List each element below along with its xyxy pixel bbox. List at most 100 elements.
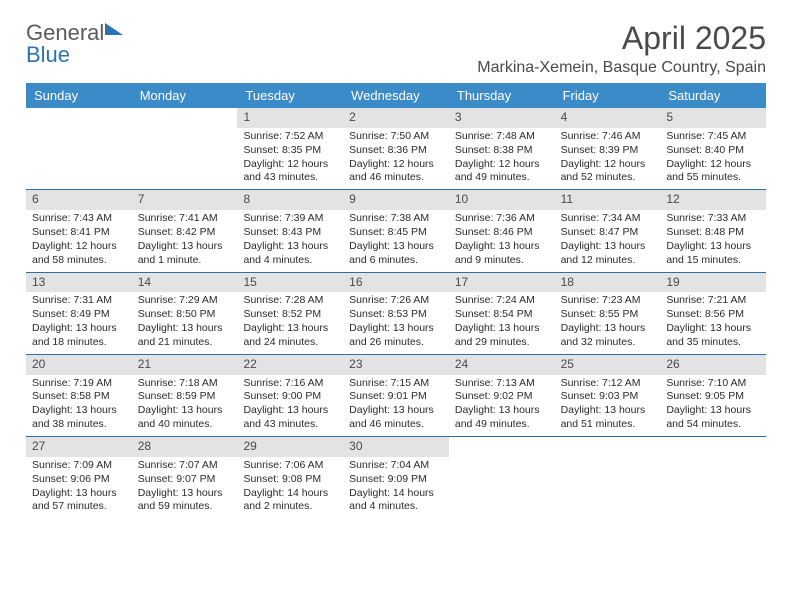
day-dl1: Daylight: 12 hours bbox=[32, 240, 126, 254]
calendar-day: 21Sunrise: 7:18 AMSunset: 8:59 PMDayligh… bbox=[132, 355, 238, 436]
day-dl2: and 49 minutes. bbox=[455, 418, 549, 432]
day-details: Sunrise: 7:34 AMSunset: 8:47 PMDaylight:… bbox=[555, 212, 661, 271]
day-dl2: and 55 minutes. bbox=[666, 171, 760, 185]
day-number: 2 bbox=[343, 108, 449, 128]
day-rise: Sunrise: 7:46 AM bbox=[561, 130, 655, 144]
day-dl1: Daylight: 13 hours bbox=[138, 322, 232, 336]
day-set: Sunset: 8:53 PM bbox=[349, 308, 443, 322]
day-set: Sunset: 9:06 PM bbox=[32, 473, 126, 487]
day-dl2: and 6 minutes. bbox=[349, 254, 443, 268]
day-dl2: and 24 minutes. bbox=[243, 336, 337, 350]
day-details: Sunrise: 7:41 AMSunset: 8:42 PMDaylight:… bbox=[132, 212, 238, 271]
day-details: Sunrise: 7:23 AMSunset: 8:55 PMDaylight:… bbox=[555, 294, 661, 353]
day-details: Sunrise: 7:15 AMSunset: 9:01 PMDaylight:… bbox=[343, 377, 449, 436]
day-set: Sunset: 9:05 PM bbox=[666, 390, 760, 404]
day-set: Sunset: 8:48 PM bbox=[666, 226, 760, 240]
day-dl1: Daylight: 13 hours bbox=[561, 404, 655, 418]
calendar-day bbox=[132, 108, 238, 189]
day-dl1: Daylight: 13 hours bbox=[666, 404, 760, 418]
day-set: Sunset: 8:52 PM bbox=[243, 308, 337, 322]
day-rise: Sunrise: 7:04 AM bbox=[349, 459, 443, 473]
day-dl2: and 35 minutes. bbox=[666, 336, 760, 350]
calendar-week: 1Sunrise: 7:52 AMSunset: 8:35 PMDaylight… bbox=[26, 108, 766, 189]
day-rise: Sunrise: 7:39 AM bbox=[243, 212, 337, 226]
day-rise: Sunrise: 7:19 AM bbox=[32, 377, 126, 391]
day-set: Sunset: 9:07 PM bbox=[138, 473, 232, 487]
calendar-day: 9Sunrise: 7:38 AMSunset: 8:45 PMDaylight… bbox=[343, 190, 449, 271]
day-dl1: Daylight: 13 hours bbox=[138, 487, 232, 501]
day-dl1: Daylight: 13 hours bbox=[455, 240, 549, 254]
day-number: 8 bbox=[237, 190, 343, 210]
day-dl1: Daylight: 13 hours bbox=[32, 404, 126, 418]
calendar-week: 13Sunrise: 7:31 AMSunset: 8:49 PMDayligh… bbox=[26, 272, 766, 354]
day-details: Sunrise: 7:46 AMSunset: 8:39 PMDaylight:… bbox=[555, 130, 661, 189]
day-details: Sunrise: 7:31 AMSunset: 8:49 PMDaylight:… bbox=[26, 294, 132, 353]
calendar-day: 20Sunrise: 7:19 AMSunset: 8:58 PMDayligh… bbox=[26, 355, 132, 436]
day-dl1: Daylight: 13 hours bbox=[243, 322, 337, 336]
day-dl2: and 58 minutes. bbox=[32, 254, 126, 268]
weekday-header: Sunday bbox=[26, 83, 132, 108]
day-dl1: Daylight: 13 hours bbox=[666, 322, 760, 336]
day-number: 15 bbox=[237, 273, 343, 293]
weekday-header: Tuesday bbox=[237, 83, 343, 108]
day-details: Sunrise: 7:04 AMSunset: 9:09 PMDaylight:… bbox=[343, 459, 449, 518]
day-dl1: Daylight: 12 hours bbox=[561, 158, 655, 172]
day-number: 21 bbox=[132, 355, 238, 375]
day-rise: Sunrise: 7:52 AM bbox=[243, 130, 337, 144]
day-dl2: and 54 minutes. bbox=[666, 418, 760, 432]
day-dl2: and 29 minutes. bbox=[455, 336, 549, 350]
calendar-week: 27Sunrise: 7:09 AMSunset: 9:06 PMDayligh… bbox=[26, 436, 766, 518]
day-set: Sunset: 8:56 PM bbox=[666, 308, 760, 322]
day-details: Sunrise: 7:43 AMSunset: 8:41 PMDaylight:… bbox=[26, 212, 132, 271]
day-set: Sunset: 8:41 PM bbox=[32, 226, 126, 240]
day-rise: Sunrise: 7:38 AM bbox=[349, 212, 443, 226]
day-dl1: Daylight: 13 hours bbox=[138, 404, 232, 418]
day-dl2: and 9 minutes. bbox=[455, 254, 549, 268]
weekday-header: Monday bbox=[132, 83, 238, 108]
day-dl2: and 38 minutes. bbox=[32, 418, 126, 432]
day-number: 11 bbox=[555, 190, 661, 210]
day-set: Sunset: 8:40 PM bbox=[666, 144, 760, 158]
day-number: 12 bbox=[660, 190, 766, 210]
day-rise: Sunrise: 7:21 AM bbox=[666, 294, 760, 308]
calendar-day: 27Sunrise: 7:09 AMSunset: 9:06 PMDayligh… bbox=[26, 437, 132, 518]
day-dl1: Daylight: 12 hours bbox=[243, 158, 337, 172]
calendar-day bbox=[660, 437, 766, 518]
calendar-day: 2Sunrise: 7:50 AMSunset: 8:36 PMDaylight… bbox=[343, 108, 449, 189]
day-number: 3 bbox=[449, 108, 555, 128]
calendar-day bbox=[449, 437, 555, 518]
day-dl1: Daylight: 12 hours bbox=[666, 158, 760, 172]
day-rise: Sunrise: 7:34 AM bbox=[561, 212, 655, 226]
day-details: Sunrise: 7:13 AMSunset: 9:02 PMDaylight:… bbox=[449, 377, 555, 436]
brand-triangle-icon bbox=[105, 23, 123, 35]
calendar-day: 25Sunrise: 7:12 AMSunset: 9:03 PMDayligh… bbox=[555, 355, 661, 436]
day-rise: Sunrise: 7:33 AM bbox=[666, 212, 760, 226]
day-details: Sunrise: 7:06 AMSunset: 9:08 PMDaylight:… bbox=[237, 459, 343, 518]
calendar-day: 8 Sunrise: 7:39 AMSunset: 8:43 PMDaylight… bbox=[237, 190, 343, 271]
day-rise: Sunrise: 7:50 AM bbox=[349, 130, 443, 144]
day-number: 18 bbox=[555, 273, 661, 293]
day-details: Sunrise: 7:10 AMSunset: 9:05 PMDaylight:… bbox=[660, 377, 766, 436]
location-subtitle: Markina-Xemein, Basque Country, Spain bbox=[26, 59, 766, 77]
day-set: Sunset: 8:36 PM bbox=[349, 144, 443, 158]
day-dl2: and 21 minutes. bbox=[138, 336, 232, 350]
day-rise: Sunrise: 7:31 AM bbox=[32, 294, 126, 308]
day-details: Sunrise: 7:38 AMSunset: 8:45 PMDaylight:… bbox=[343, 212, 449, 271]
day-number: 30 bbox=[343, 437, 449, 457]
calendar-day: 3Sunrise: 7:48 AMSunset: 8:38 PMDaylight… bbox=[449, 108, 555, 189]
day-dl1: Daylight: 13 hours bbox=[243, 240, 337, 254]
day-details: Sunrise: 7:29 AMSunset: 8:50 PMDaylight:… bbox=[132, 294, 238, 353]
day-dl2: and 49 minutes. bbox=[455, 171, 549, 185]
day-dl2: and 12 minutes. bbox=[561, 254, 655, 268]
day-dl1: Daylight: 14 hours bbox=[243, 487, 337, 501]
day-number: 24 bbox=[449, 355, 555, 375]
day-dl1: Daylight: 13 hours bbox=[561, 322, 655, 336]
day-number: 17 bbox=[449, 273, 555, 293]
day-details: Sunrise: 7:50 AMSunset: 8:36 PMDaylight:… bbox=[343, 130, 449, 189]
day-details: Sunrise: 7:07 AMSunset: 9:07 PMDaylight:… bbox=[132, 459, 238, 518]
month-title: April 2025 bbox=[26, 20, 766, 57]
calendar-day bbox=[555, 437, 661, 518]
day-details: Sunrise: 7:48 AMSunset: 8:38 PMDaylight:… bbox=[449, 130, 555, 189]
day-set: Sunset: 8:43 PM bbox=[243, 226, 337, 240]
calendar-day: 16Sunrise: 7:26 AMSunset: 8:53 PMDayligh… bbox=[343, 273, 449, 354]
